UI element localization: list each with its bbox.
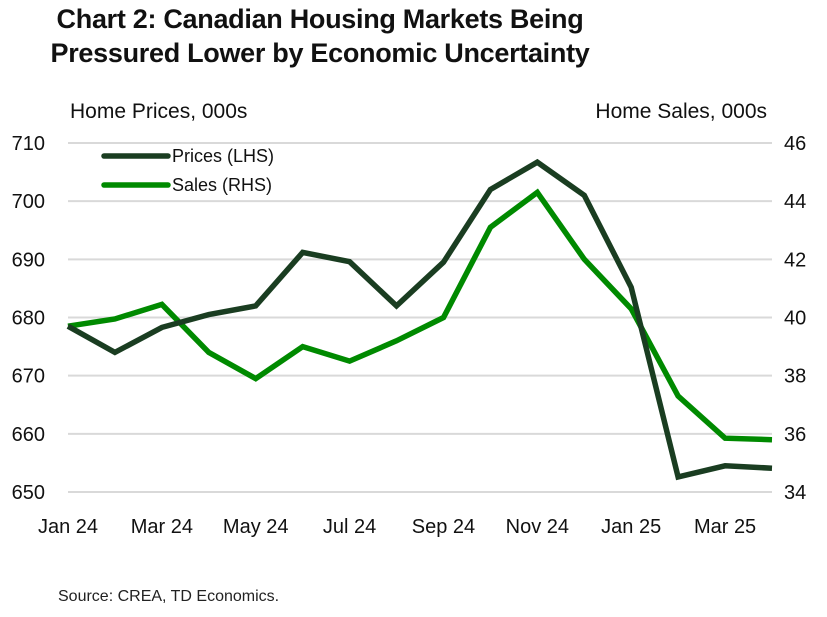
x-tick-label: Mar 24 xyxy=(131,516,193,538)
x-tick-label: Sep 24 xyxy=(412,516,475,538)
left-y-tick-label: 680 xyxy=(12,308,45,330)
left-y-tick-label: 660 xyxy=(12,424,45,446)
x-axis-ticks: Jan 24 Mar 24 May 24 Jul 24 Sep 24 Nov 24 Jan … xyxy=(38,516,756,538)
left-y-tick-label: 690 xyxy=(12,249,45,271)
right-y-tick-label: 46 xyxy=(784,133,806,155)
x-tick-label: Nov 24 xyxy=(506,516,569,538)
series-lines xyxy=(66,158,773,481)
right-y-tick-label: 38 xyxy=(784,366,806,388)
series-line-prices xyxy=(66,158,773,481)
left-y-tick-label: 710 xyxy=(12,133,45,155)
left-axis-title: Home Prices, 000s xyxy=(70,100,248,123)
x-tick-label: Jan 25 xyxy=(601,516,661,538)
gridlines xyxy=(68,142,772,493)
right-y-axis-ticks: 46 44 42 40 38 36 34 xyxy=(784,133,806,504)
right-y-tick-label: 44 xyxy=(784,191,806,213)
left-y-tick-label: 700 xyxy=(12,191,45,213)
source-note: Source: CREA, TD Economics. xyxy=(58,588,280,605)
legend: Prices (LHS) Sales (RHS) xyxy=(101,146,274,195)
left-y-tick-label: 670 xyxy=(12,366,45,388)
x-tick-label: Jul 24 xyxy=(323,516,376,538)
right-y-tick-label: 40 xyxy=(784,308,806,330)
x-tick-label: May 24 xyxy=(223,516,289,538)
series-line-sales xyxy=(67,188,773,443)
chart-title-line-1: Chart 2: Canadian Housing Markets Being xyxy=(56,4,584,34)
right-axis-title: Home Sales, 000s xyxy=(595,100,767,123)
left-y-axis-ticks: 710 700 690 680 670 660 650 xyxy=(12,133,45,504)
chart-title-line-2: Pressured Lower by Economic Uncertainty xyxy=(50,38,590,68)
right-y-tick-label: 42 xyxy=(784,249,806,271)
left-y-tick-label: 650 xyxy=(12,482,45,504)
x-tick-label: Jan 24 xyxy=(38,516,98,538)
right-y-tick-label: 34 xyxy=(784,482,806,504)
legend-label: Prices (LHS) xyxy=(172,146,274,166)
x-tick-label: Mar 25 xyxy=(694,516,756,538)
right-y-tick-label: 36 xyxy=(784,424,806,446)
legend-label: Sales (RHS) xyxy=(172,175,272,195)
